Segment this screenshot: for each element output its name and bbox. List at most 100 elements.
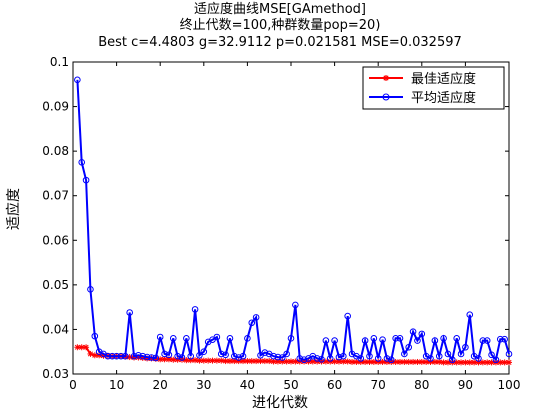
series-0-point	[196, 357, 203, 364]
series-1-point	[361, 337, 369, 344]
series-1-point	[239, 352, 247, 360]
series-1-point	[187, 352, 195, 360]
x-tick-label: 0	[69, 378, 77, 392]
series-1-point	[396, 335, 404, 342]
series-1-point	[261, 349, 269, 356]
series-1-point	[222, 351, 229, 359]
series-0-point	[335, 358, 342, 365]
series-1-point	[427, 355, 434, 362]
series-1-point	[213, 333, 221, 341]
y-tick-label: 0.07	[42, 189, 69, 203]
series-1-point	[244, 335, 251, 342]
series-1-point	[152, 354, 160, 362]
series-1-point	[117, 352, 125, 360]
series-1-point	[287, 335, 295, 342]
series-1-point	[318, 355, 325, 363]
series-1-point	[300, 356, 308, 364]
y-tick-label: 0.1	[50, 55, 69, 69]
series-1-point	[449, 356, 456, 364]
x-tick-label: 30	[196, 378, 211, 392]
series-1-point	[235, 354, 242, 361]
series-1-point	[405, 343, 413, 351]
y-axis-label: 适应度	[6, 188, 22, 230]
series-1-point	[87, 286, 94, 293]
series-1-point	[165, 351, 173, 359]
series-0-point	[213, 357, 220, 364]
series-1-point	[392, 335, 399, 342]
y-tick-label: 0.08	[42, 144, 69, 158]
series-1-point	[414, 337, 421, 344]
series-0-point	[462, 359, 469, 366]
series-1-point	[379, 336, 386, 343]
series-1-point	[475, 355, 482, 362]
x-tick-label: 40	[240, 378, 255, 392]
legend-box	[362, 66, 505, 110]
series-0-point	[222, 358, 229, 365]
series-1-point	[435, 352, 443, 360]
series-1-point	[200, 348, 208, 356]
series-0-point	[471, 359, 478, 366]
series-1-point	[196, 351, 203, 359]
series-1-point	[326, 355, 334, 362]
y-tick-label: 0.09	[42, 100, 69, 114]
series-1-point	[217, 350, 225, 358]
series-1-point	[252, 314, 260, 321]
series-1-point	[270, 352, 277, 360]
y-tick-label: 0.06	[42, 233, 69, 247]
series-1-point	[174, 352, 181, 360]
series-0-point	[83, 344, 90, 351]
series-1-point	[78, 158, 86, 166]
series-1-point	[483, 337, 491, 344]
series-1-point	[440, 335, 447, 342]
y-tick-label: 0.04	[42, 322, 69, 336]
series-1-point	[366, 352, 373, 360]
chart-title-line-3: Best c=4.4803 g=32.9112 p=0.021581 MSE=0…	[98, 35, 462, 50]
series-1-point	[313, 355, 321, 362]
y-tick-label: 0.05	[42, 278, 69, 292]
series-1-point	[82, 176, 90, 184]
series-1-point	[496, 335, 504, 343]
series-1-point	[91, 332, 99, 340]
series-line-1	[76, 79, 510, 363]
series-1-point	[292, 301, 299, 309]
series-1-point	[488, 351, 495, 359]
series-1-point	[156, 333, 164, 341]
series-1-point	[169, 335, 177, 342]
series-1-point	[387, 356, 395, 364]
series-1-point	[122, 352, 129, 360]
x-tick-label: 100	[498, 378, 521, 392]
x-axis-label: 进化代数	[252, 395, 308, 411]
series-1-point	[231, 352, 238, 360]
series-1-point	[357, 355, 365, 362]
series-1-point	[108, 352, 116, 360]
series-1-point	[370, 335, 378, 342]
x-tick-label: 60	[327, 378, 342, 392]
plot-area-frame	[72, 61, 510, 375]
series-0-point	[353, 358, 360, 365]
legend-label: 最佳适应度	[411, 71, 476, 87]
series-1-point	[409, 328, 417, 335]
series-1-point	[191, 306, 199, 313]
series-1-point	[139, 352, 147, 360]
series-1-point	[335, 353, 343, 361]
series-1-point	[248, 319, 256, 327]
series-1-point	[126, 309, 133, 316]
series-1-point	[161, 350, 168, 358]
series-0-point	[274, 358, 281, 365]
series-1-point	[296, 355, 304, 362]
series-0-point	[218, 357, 225, 364]
legend-swatch-marker	[383, 75, 389, 81]
series-1-point	[74, 76, 81, 84]
series-1-point	[457, 350, 465, 358]
series-1-point	[130, 352, 138, 360]
series-1-point	[278, 354, 286, 361]
series-0-point	[87, 350, 94, 357]
series-1-point	[401, 350, 408, 358]
series-1-point	[492, 356, 500, 364]
series-1-point	[501, 335, 508, 343]
series-1-point	[462, 343, 469, 351]
chart-title-line-2: 终止代数=100,种群数量pop=20)	[179, 18, 381, 33]
series-1-point	[178, 354, 186, 361]
